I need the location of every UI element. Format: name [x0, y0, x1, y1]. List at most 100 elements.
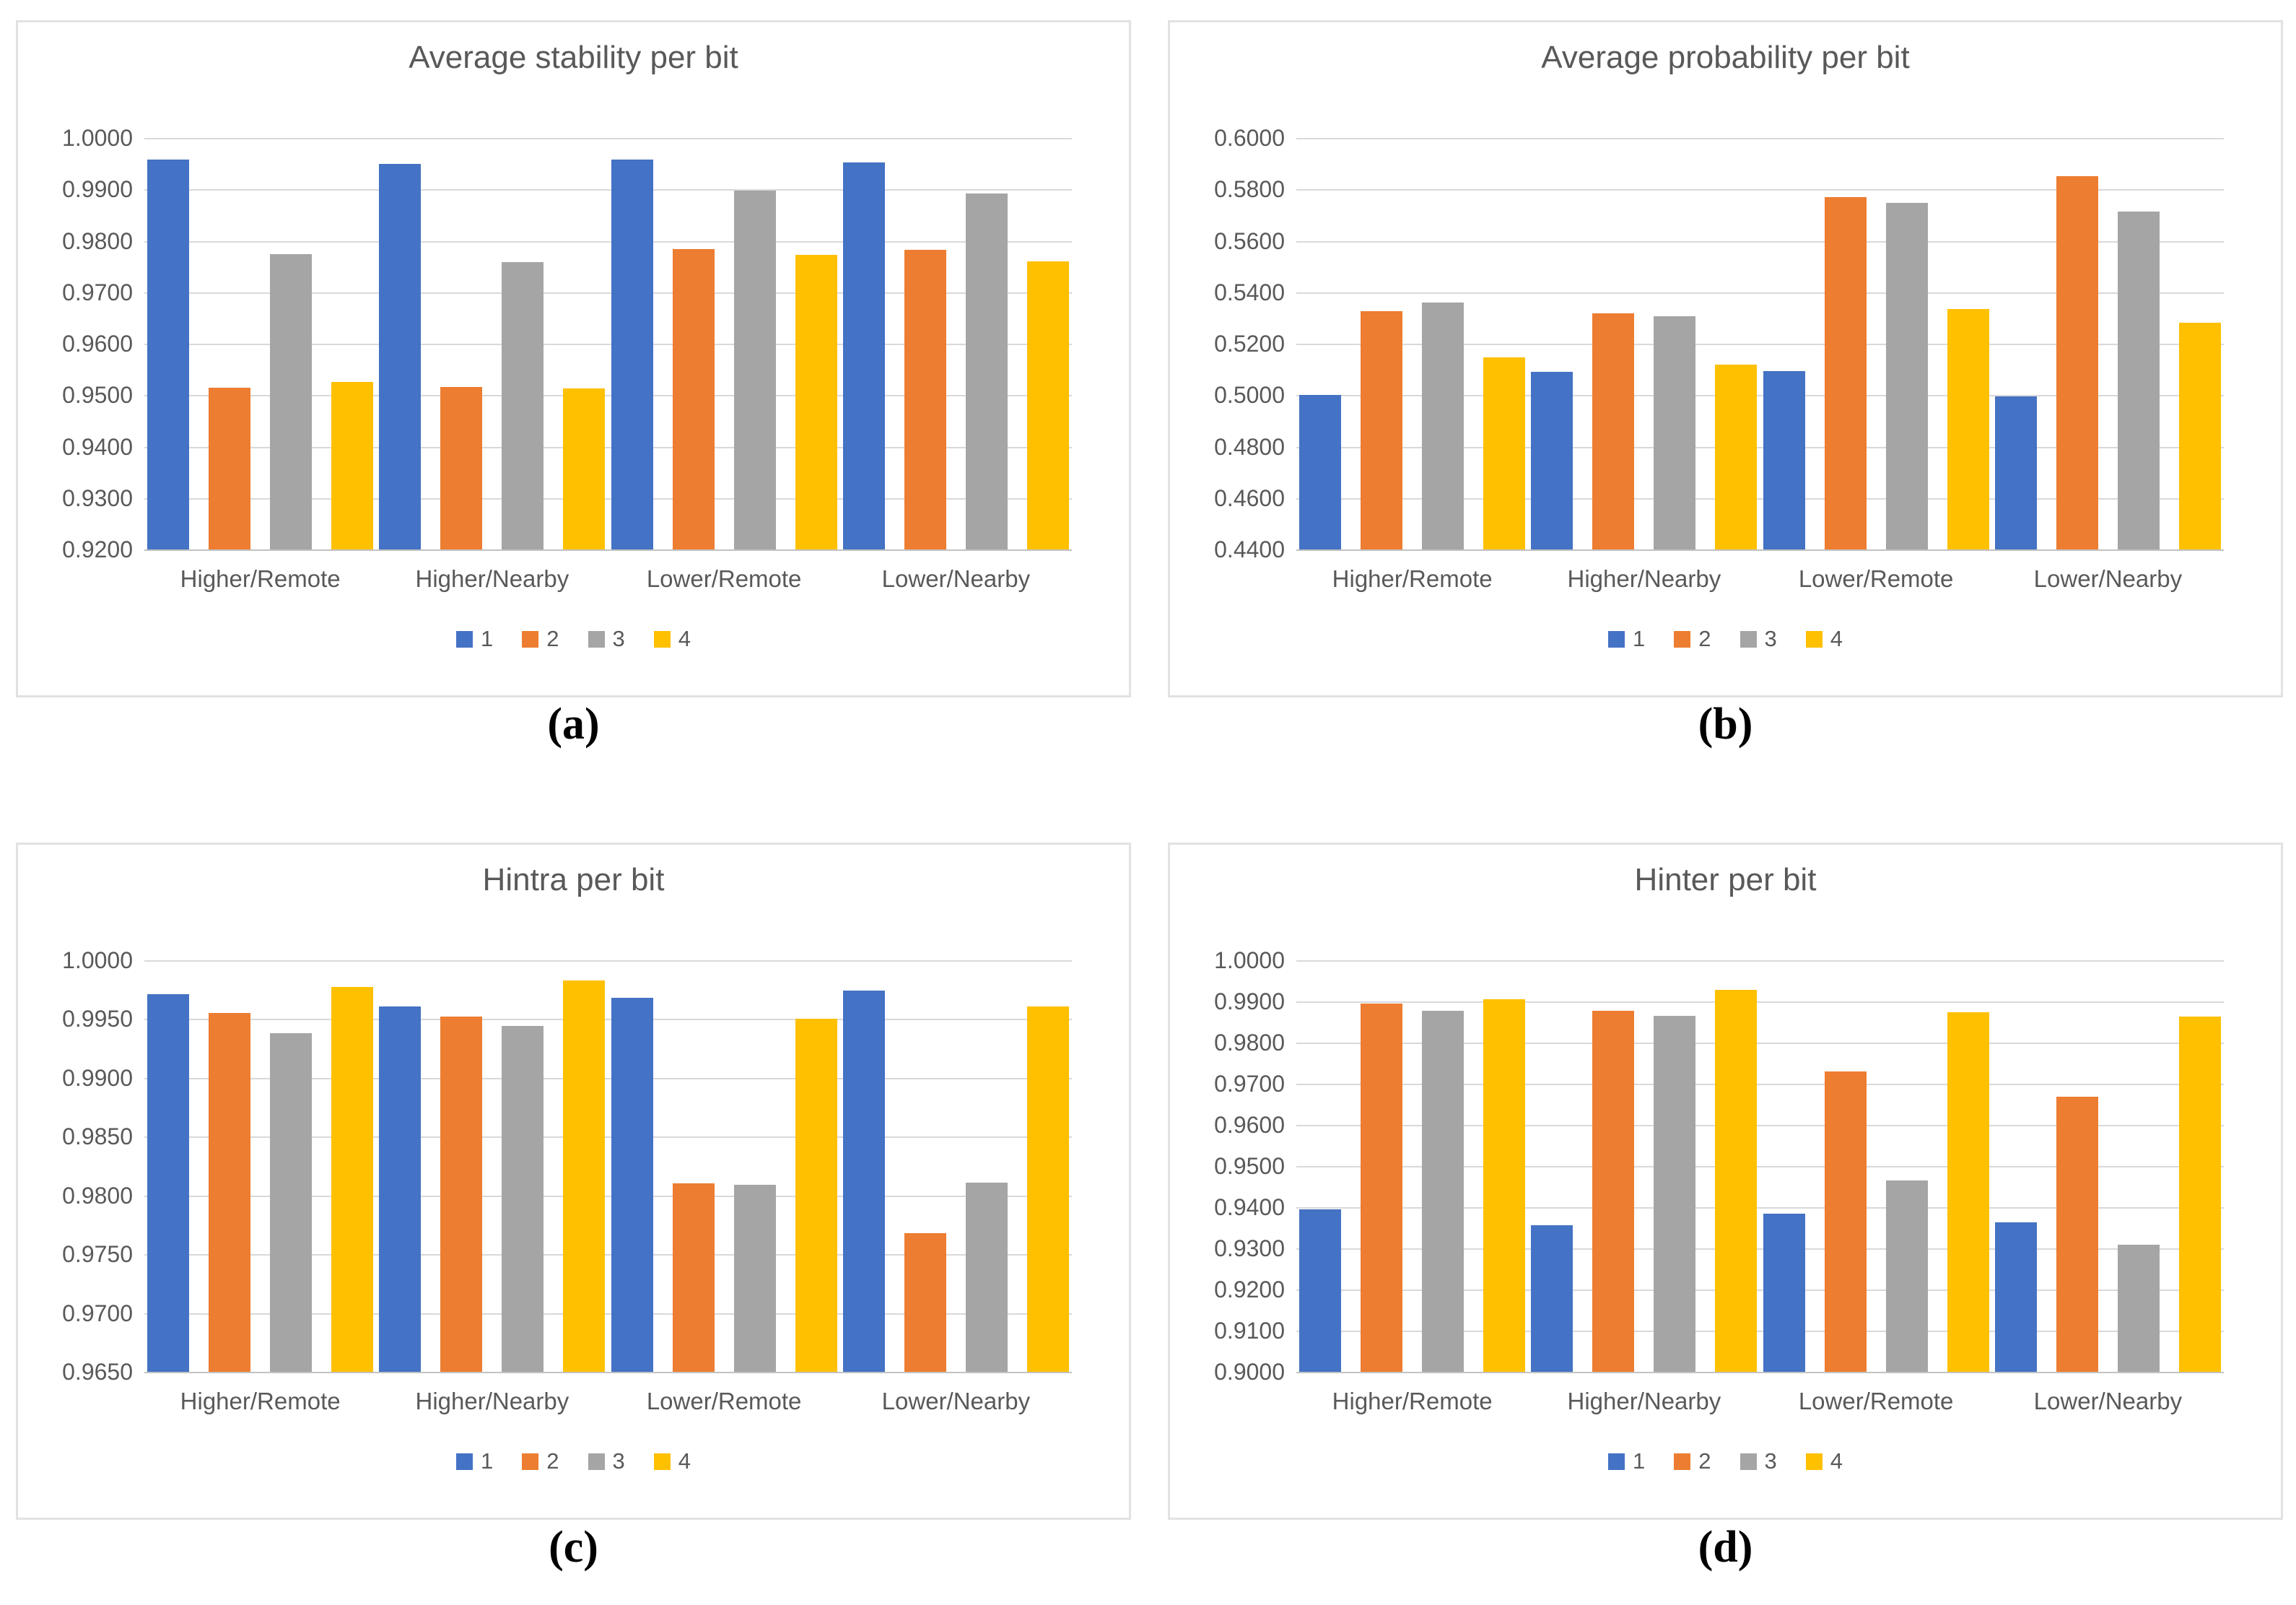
x-category-label: Lower/Nearby — [2033, 1388, 2183, 1414]
chart-panel-c: Hintra per bit 1.0000 0.9950 0.9900 0.9850 0… — [16, 843, 1131, 1520]
bar-series-3-lower-nearby — [2117, 1244, 2160, 1372]
bar-series-3-higher-nearby — [1654, 316, 1696, 549]
bar-series-4-lower-nearby — [1026, 1006, 1069, 1372]
legend-item: 4 — [1805, 626, 1843, 652]
bar-series-2-lower-remote — [672, 1183, 715, 1372]
y-gridline — [1296, 1372, 2224, 1373]
y-gridline — [144, 292, 1072, 294]
bar-series-1-lower-nearby — [1994, 396, 2037, 549]
legend-swatch-3 — [1740, 630, 1757, 648]
bar-series-2-higher-remote — [1361, 311, 1403, 549]
y-gridline — [144, 138, 1072, 139]
bar-series-2-higher-nearby — [440, 386, 483, 549]
y-gridline — [144, 1019, 1072, 1021]
legend-swatch-2 — [522, 1453, 539, 1470]
caption-b: (b) — [1698, 700, 1753, 749]
bar-series-4-lower-nearby — [1026, 261, 1069, 549]
bar-series-3-higher-nearby — [1654, 1015, 1696, 1372]
bar-series-3-higher-remote — [270, 1032, 313, 1372]
y-tick-label: 0.5400 — [1214, 279, 1285, 305]
y-gridline — [1296, 189, 2224, 191]
y-tick-label: 0.9300 — [62, 484, 133, 511]
legend-swatch-3 — [1740, 1453, 1757, 1470]
legend-swatch-2 — [522, 630, 539, 648]
bar-series-2-higher-remote — [209, 387, 251, 549]
x-category-label: Lower/Remote — [646, 1388, 802, 1414]
bar-series-3-higher-remote — [270, 254, 313, 549]
chart-panel-a: Average stability per bit 1.0000 0.9900 0.… — [16, 20, 1131, 697]
legend-swatch-2 — [1674, 1453, 1691, 1470]
bar-series-4-higher-nearby — [563, 980, 606, 1372]
y-gridline — [144, 960, 1072, 962]
y-gridline — [144, 1313, 1072, 1315]
legend-label: 3 — [612, 626, 625, 651]
y-gridline — [1296, 1043, 2224, 1044]
bar-series-1-lower-remote — [611, 159, 653, 549]
y-gridline — [144, 1077, 1072, 1079]
bar-series-4-higher-remote — [1483, 999, 1526, 1372]
y-tick-label: 0.9800 — [62, 227, 133, 254]
y-tick-label: 0.9900 — [62, 1064, 133, 1091]
legend-swatch-4 — [653, 630, 671, 648]
bar-series-4-lower-remote — [795, 1019, 837, 1372]
bar-series-4-lower-remote — [1947, 1012, 1989, 1372]
y-gridline — [1296, 1248, 2224, 1250]
y-gridline — [1296, 497, 2224, 500]
bar-series-2-lower-remote — [672, 248, 715, 549]
y-tick-label: 0.9800 — [62, 1182, 133, 1209]
chart-legend: 1 2 3 4 — [18, 1448, 1129, 1474]
y-tick-label: 0.9700 — [1214, 1071, 1285, 1097]
bar-series-1-higher-remote — [147, 159, 190, 549]
y-tick-label: 0.9600 — [1214, 1112, 1285, 1138]
bar-series-1-lower-remote — [1763, 371, 1805, 549]
bar-series-2-higher-remote — [1361, 1003, 1403, 1372]
bar-series-4-lower-remote — [1947, 308, 1989, 549]
y-tick-label: 0.4400 — [1214, 536, 1285, 562]
legend-label: 1 — [1633, 1448, 1646, 1474]
bar-series-3-lower-nearby — [965, 1182, 1008, 1372]
bar-series-1-lower-nearby — [842, 991, 885, 1372]
bar-series-2-higher-remote — [209, 1013, 251, 1372]
plot-area: 1.0000 0.9900 0.9800 0.9700 0.9600 0.9500 0.94… — [62, 125, 1072, 592]
bar-series-3-higher-nearby — [502, 261, 544, 549]
legend-item: 1 — [1608, 626, 1645, 652]
chart-title: Average probability per bit — [1541, 40, 1910, 75]
y-gridline — [144, 240, 1072, 243]
chart-title: Average stability per bit — [409, 40, 738, 75]
bar-series-2-lower-remote — [1824, 196, 1867, 549]
caption-c: (c) — [549, 1523, 598, 1572]
y-gridline — [144, 1254, 1072, 1256]
bar-series-2-lower-nearby — [2056, 176, 2098, 549]
legend-swatch-3 — [588, 630, 605, 648]
legend-label: 2 — [1698, 1448, 1711, 1474]
y-tick-label: 0.9850 — [62, 1123, 133, 1150]
bar-series-4-higher-nearby — [1715, 990, 1758, 1372]
legend-swatch-1 — [456, 1453, 473, 1470]
chart-legend: 1 2 3 4 — [1170, 1448, 2281, 1474]
bar-series-4-lower-nearby — [2178, 1017, 2221, 1372]
y-tick-label: 0.9400 — [1214, 1194, 1285, 1220]
x-category-label: Higher/Remote — [1332, 1388, 1493, 1414]
y-tick-label: 0.9800 — [1214, 1030, 1285, 1056]
legend-item: 4 — [653, 1448, 691, 1474]
bar-series-4-higher-nearby — [1715, 365, 1758, 549]
legend-swatch-4 — [1805, 630, 1823, 648]
legend-label: 3 — [612, 1448, 625, 1474]
caption-a: (a) — [547, 700, 600, 749]
y-gridline — [1296, 1001, 2224, 1003]
y-gridline — [1296, 1084, 2224, 1085]
y-tick-label: 1.0000 — [1214, 947, 1285, 973]
x-category-label: Lower/Remote — [1798, 1388, 1954, 1414]
legend-label: 1 — [481, 626, 494, 651]
legend-item: 4 — [653, 626, 691, 652]
legend-item: 4 — [1805, 1448, 1843, 1474]
x-category-label: Lower/Nearby — [881, 1388, 1031, 1414]
legend-item: 2 — [1674, 1448, 1711, 1474]
y-tick-label: 0.4800 — [1214, 433, 1285, 460]
y-tick-label: 0.9650 — [62, 1359, 133, 1385]
y-tick-label: 0.6000 — [1214, 125, 1285, 151]
bar-series-1-higher-nearby — [1531, 372, 1573, 549]
legend-label: 4 — [678, 1448, 691, 1474]
bar-series-1-lower-remote — [611, 998, 653, 1372]
y-tick-label: 0.9900 — [1214, 988, 1285, 1014]
